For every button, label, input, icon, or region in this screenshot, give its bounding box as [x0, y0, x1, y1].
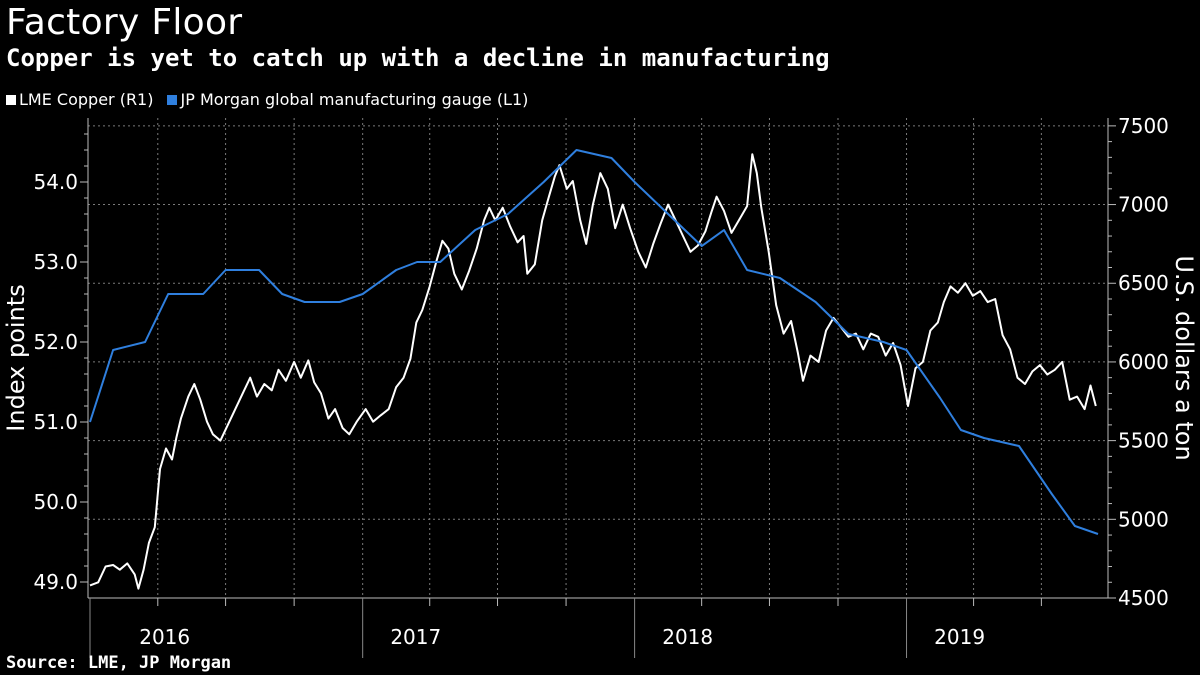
right-axis-tick-label: 4500: [1118, 586, 1169, 610]
right-axis-tick-label: 5500: [1118, 429, 1169, 453]
series-line-jpm-gauge: [89, 149, 1099, 535]
left-axis-tick-label: 54.0: [33, 170, 78, 194]
right-axis-tick-label: 7000: [1118, 193, 1169, 217]
source-note: Source: LME, JP Morgan: [6, 653, 232, 673]
x-axis-year-label: 2016: [139, 625, 190, 649]
left-axis-tick-label: 53.0: [33, 250, 78, 274]
left-axis-tick-label: 50.0: [33, 490, 78, 514]
chart-subtitle: Copper is yet to catch up with a decline…: [6, 44, 830, 72]
legend-swatch-jpm: [167, 94, 178, 105]
legend-item-copper: LME Copper (R1): [6, 90, 153, 109]
legend: LME Copper (R1) JP Morgan global manufac…: [6, 90, 542, 109]
left-axis-tick-label: 49.0: [33, 570, 78, 594]
left-axis-title: Index points: [2, 284, 30, 431]
chart-title: Factory Floor: [6, 2, 243, 43]
right-axis-tick-label: 5000: [1118, 507, 1169, 531]
x-axis-year-label: 2017: [390, 625, 441, 649]
right-axis-tick-label: 6000: [1118, 350, 1169, 374]
legend-swatch-copper: [6, 94, 16, 105]
left-axis-tick-label: 51.0: [33, 410, 78, 434]
x-axis-year-label: 2019: [934, 625, 985, 649]
legend-label-copper: LME Copper (R1): [19, 90, 154, 109]
left-axis-tick-label: 52.0: [33, 330, 78, 354]
right-axis-title: U.S. dollars a ton: [1170, 255, 1198, 460]
series-line-copper: [89, 153, 1097, 590]
x-axis-year-label: 2018: [662, 625, 713, 649]
right-axis-tick-label: 7500: [1118, 114, 1169, 138]
right-axis-tick-label: 6500: [1118, 271, 1169, 295]
legend-item-jpm: JP Morgan global manufacturing gauge (L1…: [167, 90, 528, 109]
legend-label-jpm: JP Morgan global manufacturing gauge (L1…: [180, 90, 529, 109]
